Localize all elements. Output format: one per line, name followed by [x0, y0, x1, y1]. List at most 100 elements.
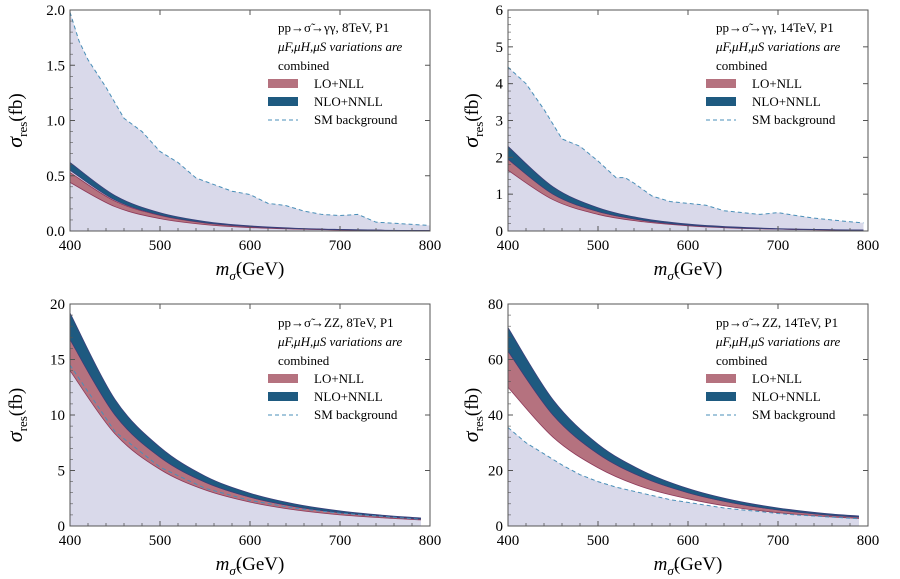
plot-area [508, 327, 860, 526]
nlo-nnll-lower-edge [70, 339, 422, 520]
sm-background-area [508, 67, 864, 231]
legend: pp→σ̃→γγ, 14TeV, P1 μF,μH,μS variations a… [706, 20, 841, 127]
x-tick-label: 400 [497, 533, 520, 549]
y-tick-label: 80 [488, 297, 503, 313]
y-tick-label: 2 [496, 150, 504, 166]
lo-nll-lower-edge [70, 370, 422, 521]
legend-swatch-nlo-nnll [268, 392, 298, 401]
y-tick-label: 5 [58, 464, 66, 480]
nlo-nnll-band [508, 146, 864, 231]
x-axis-title: mσ̃(GeV) [654, 259, 723, 283]
sm-background-line [70, 364, 422, 520]
nlo-nnll-upper-edge [70, 312, 422, 519]
chart-bottom-right: 400 500 600 700 800 0 20 40 60 80 mσ̃(GeV) σres(fb)… [458, 297, 879, 578]
sm-background-line [508, 66, 864, 224]
nlo-nnll-lower-edge [508, 158, 864, 231]
x-tick-label: 600 [677, 533, 700, 549]
y-tick-label: 5 [496, 40, 504, 56]
chart-bottom-left: 400 500 600 700 800 0 5 10 15 20 mσ̃(GeV) σres(fb) p… [2, 297, 441, 578]
legend-swatch-nlo-nnll [706, 97, 736, 106]
x-tick-label: 700 [767, 238, 790, 254]
y-tick-label: 60 [488, 353, 503, 369]
legend-label-nlo-nnll: NLO+NNLL [752, 94, 821, 109]
y-tick-label: 1 [496, 187, 504, 203]
y-tick-label: 20 [488, 464, 503, 480]
y-tick-label: 6 [496, 3, 504, 19]
nlo-nnll-lower-edge [508, 350, 860, 518]
chart-top-right: 400 500 600 700 800 0 1 2 3 4 5 6 mσ̃(GeV) σres(fb) pp… [458, 3, 879, 283]
y-tick-label: 2.0 [46, 3, 65, 19]
legend-label-lo-nll: LO+NLL [752, 76, 802, 91]
x-tick-label: 400 [497, 238, 520, 254]
x-tick-label: 800 [419, 533, 442, 549]
legend-label-lo-nll: LO+NLL [752, 371, 802, 386]
y-axis-title: σres(fb) [2, 388, 30, 443]
legend-label-nlo-nnll: NLO+NNLL [314, 94, 383, 109]
legend-label-lo-nll: LO+NLL [314, 76, 364, 91]
x-axis-title: mσ̃(GeV) [654, 554, 723, 578]
y-tick-label: 40 [488, 408, 503, 424]
y-tick-label: 3 [496, 114, 504, 130]
y-axis-title: σres(fb) [2, 93, 30, 148]
legend: pp→σ̃→γγ, 8TeV, P1 μF,μH,μS variations ar… [268, 20, 403, 127]
lo-nll-lower-edge [508, 386, 860, 519]
nlo-nnll-band [70, 162, 430, 231]
chart-top-left: 400 500 600 700 800 0.0 0.5 1.0 1.5 2.0 mσ̃(GeV) σr… [2, 3, 441, 283]
sm-background-line [508, 427, 860, 520]
x-tick-label: 600 [677, 238, 700, 254]
nlo-nnll-upper-edge [508, 327, 860, 517]
y-tick-label: 15 [50, 353, 65, 369]
legend-swatch-nlo-nnll [706, 392, 736, 401]
legend-title-process: pp→σ̃→ZZ, 8TeV, P1 [278, 315, 394, 330]
legend-swatch-lo-nll [268, 374, 298, 383]
legend: pp→σ̃→ZZ, 8TeV, P1 μF,μH,μS variations ar… [268, 315, 403, 422]
legend-title-combined: combined [278, 353, 330, 368]
x-tick-label: 800 [857, 533, 880, 549]
y-tick-label: 0.0 [46, 224, 65, 240]
y-tick-label: 20 [50, 297, 65, 313]
legend-title-variations: μF,μH,μS variations are [715, 334, 841, 349]
legend-title-combined: combined [278, 58, 330, 73]
legend-title-combined: combined [716, 58, 768, 73]
legend-swatch-lo-nll [706, 374, 736, 383]
x-tick-label: 700 [767, 533, 790, 549]
plot-area [508, 66, 864, 231]
y-tick-label: 1.0 [46, 114, 65, 130]
legend-title-process: pp→σ̃→γγ, 14TeV, P1 [716, 20, 834, 35]
x-axis-title: mσ̃(GeV) [216, 259, 285, 283]
x-tick-label: 500 [587, 238, 610, 254]
y-tick-label: 1.5 [46, 58, 65, 74]
legend-title-variations: μF,μH,μS variations are [277, 334, 403, 349]
y-tick-label: 0 [58, 519, 66, 535]
x-tick-label: 700 [329, 533, 352, 549]
lo-nll-band [70, 172, 430, 231]
legend-title-variations: μF,μH,μS variations are [277, 39, 403, 54]
x-tick-label: 600 [239, 238, 262, 254]
y-tick-label: 10 [50, 408, 65, 424]
legend-title-process: pp→σ̃→ZZ, 14TeV, P1 [716, 315, 838, 330]
sm-background-area [70, 365, 421, 526]
sm-background-area [508, 427, 859, 526]
y-axis-title: σres(fb) [458, 388, 486, 443]
x-tick-label: 500 [587, 533, 610, 549]
y-tick-label: 0 [496, 519, 504, 535]
legend-title-combined: combined [716, 353, 768, 368]
legend-title-process: pp→σ̃→γγ, 8TeV, P1 [278, 20, 389, 35]
x-tick-label: 800 [419, 238, 442, 254]
x-tick-label: 800 [857, 238, 880, 254]
x-tick-label: 500 [149, 238, 172, 254]
x-axis-title: mσ̃(GeV) [216, 554, 285, 578]
x-tick-label: 600 [239, 533, 262, 549]
legend-label-lo-nll: LO+NLL [314, 371, 364, 386]
x-tick-label: 400 [59, 533, 82, 549]
legend-label-sm-background: SM background [314, 407, 398, 422]
legend-swatch-lo-nll [706, 79, 736, 88]
y-tick-label: 0.5 [46, 169, 65, 185]
legend-label-nlo-nnll: NLO+NNLL [752, 389, 821, 404]
lo-nll-band [508, 159, 864, 231]
plot-area [70, 312, 422, 526]
x-tick-label: 500 [149, 533, 172, 549]
x-tick-label: 400 [59, 238, 82, 254]
